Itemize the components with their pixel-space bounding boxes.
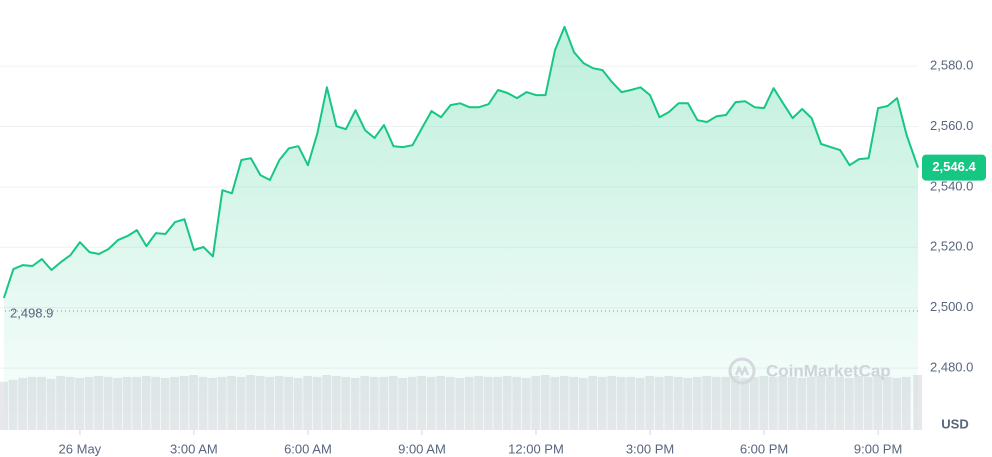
x-tick-label: 26 May — [59, 441, 102, 456]
last-price-tag — [922, 154, 986, 181]
y-tick-label: 2,560.0 — [930, 118, 973, 133]
x-tick-label: 9:00 AM — [398, 441, 446, 456]
currency-label: USD — [941, 416, 968, 431]
x-tick-label: 6:00 AM — [284, 441, 332, 456]
x-tick-label: 6:00 PM — [740, 441, 788, 456]
y-tick-label: 2,480.0 — [930, 360, 973, 375]
y-tick-label: 2,520.0 — [930, 239, 973, 254]
price-area — [3, 26, 918, 431]
y-tick-label: 2,540.0 — [930, 178, 973, 193]
last-price-label: 2,546.4 — [932, 159, 976, 174]
x-tick-label: 3:00 AM — [170, 441, 218, 456]
reference-label: 2,498.9 — [10, 305, 53, 320]
x-tick-label: 3:00 PM — [626, 441, 674, 456]
price-layer: 2,498.9 2,546.4 — [2, 25, 986, 431]
y-tick-label: 2,500.0 — [930, 299, 973, 314]
watermark: CoinMarketCap — [766, 361, 891, 380]
x-tick-label: 9:00 PM — [854, 441, 902, 456]
watermark-logo — [728, 357, 756, 385]
y-tick-label: 2,580.0 — [930, 58, 973, 73]
x-tick-label: 12:00 PM — [508, 441, 564, 456]
price-line — [2, 25, 919, 299]
